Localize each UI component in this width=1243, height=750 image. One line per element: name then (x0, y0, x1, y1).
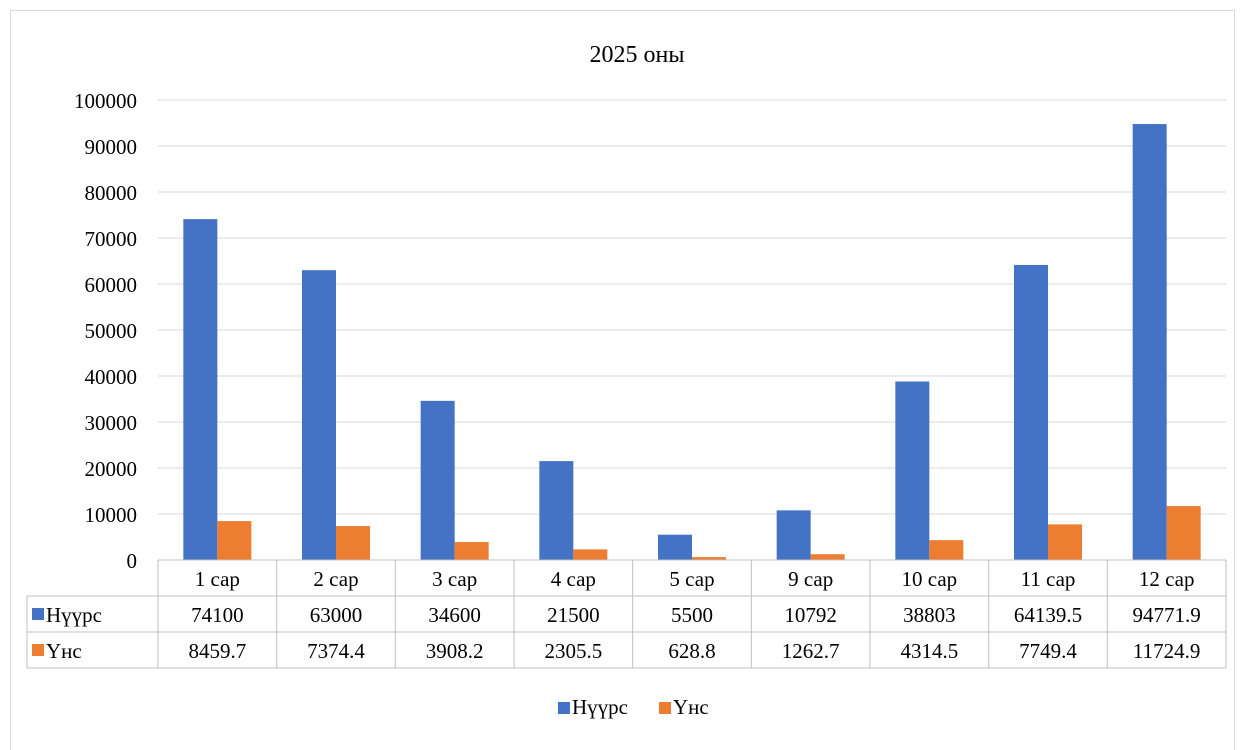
table-cell-value: 10792 (784, 603, 837, 627)
bar-series1 (776, 510, 811, 560)
y-tick-label: 40000 (85, 365, 138, 389)
bar-series2 (217, 521, 252, 560)
bar-series1 (1014, 264, 1048, 560)
y-tick-label: 30000 (85, 411, 138, 435)
table-row-label: Үнс (46, 639, 82, 663)
category-label: 3 сар (432, 567, 477, 591)
legend-label: Үнс (673, 695, 709, 719)
table-cell-value: 34600 (428, 603, 481, 627)
y-tick-label: 70000 (85, 227, 138, 251)
y-tick-label: 10000 (85, 503, 138, 527)
bar-series1 (895, 381, 930, 560)
category-label: 4 сар (551, 567, 596, 591)
y-tick-label: 50000 (85, 319, 138, 343)
legend-swatch (558, 702, 570, 714)
bar-series2 (573, 549, 608, 560)
table-cell-value: 21500 (547, 603, 600, 627)
y-tick-label: 20000 (85, 457, 138, 481)
y-tick-label: 60000 (85, 273, 138, 297)
category-label: 10 сар (902, 567, 958, 591)
bar-series1 (420, 400, 455, 560)
bar-series2 (1048, 524, 1082, 560)
legend-swatch (659, 702, 671, 714)
table-cell-value: 74100 (191, 603, 244, 627)
table-cell-value: 64139.5 (1014, 603, 1082, 627)
bar-series2 (1166, 506, 1201, 560)
bar-series1 (183, 219, 218, 560)
category-label: 1 сар (195, 567, 240, 591)
bar-series1 (1132, 124, 1167, 561)
category-label: 9 сар (788, 567, 833, 591)
bar-series2 (929, 540, 964, 560)
table-cell-value: 38803 (903, 603, 956, 627)
category-label: 2 сар (313, 567, 358, 591)
bar-series2 (454, 542, 489, 560)
table-cell-value: 628.8 (668, 639, 715, 663)
y-tick-label: 100000 (74, 89, 137, 113)
legend: Нүүрс Үнс (558, 695, 709, 719)
table-cell-value: 7749.4 (1019, 639, 1077, 663)
table-legend-key (32, 644, 44, 656)
bar-series2 (810, 554, 845, 560)
bar-series2 (336, 526, 370, 560)
table-cell-value: 63000 (310, 603, 363, 627)
bar-series1 (658, 534, 692, 560)
y-tick-label: 0 (127, 549, 138, 573)
table-legend-key (32, 608, 44, 620)
bar-series1 (539, 461, 574, 560)
data-table: 1 сар 2 сар 3 сар 4 сар 5 сар 9 сар 10 сар 11 с… (26, 559, 1227, 669)
y-axis-tick-labels: 0 10000 20000 30000 40000 50000 60000 70000 8000… (74, 89, 137, 573)
table-cell-value: 2305.5 (544, 639, 602, 663)
y-tick-label: 90000 (85, 135, 138, 159)
bar-series2 (692, 557, 726, 560)
table-cell-value: 7374.4 (307, 639, 365, 663)
table-row-label: Нүүрс (46, 603, 102, 627)
chart-title: 2025 оны (590, 42, 685, 68)
table-cell-value: 3908.2 (426, 639, 484, 663)
bars (183, 124, 1201, 561)
table-cell-value: 11724.9 (1133, 639, 1200, 663)
table-cell-value: 1262.7 (782, 639, 840, 663)
table-cell-value: 5500 (671, 603, 713, 627)
table-cell-value: 8459.7 (188, 639, 246, 663)
y-tick-label: 80000 (85, 181, 138, 205)
category-label: 12 сар (1139, 567, 1195, 591)
bar-series1 (302, 270, 336, 560)
table-cell-value: 94771.9 (1133, 603, 1201, 627)
category-label: 5 сар (669, 567, 714, 591)
legend-label: Нүүрс (572, 695, 628, 719)
category-label: 11 сар (1021, 567, 1076, 591)
table-cell-value: 4314.5 (900, 639, 958, 663)
